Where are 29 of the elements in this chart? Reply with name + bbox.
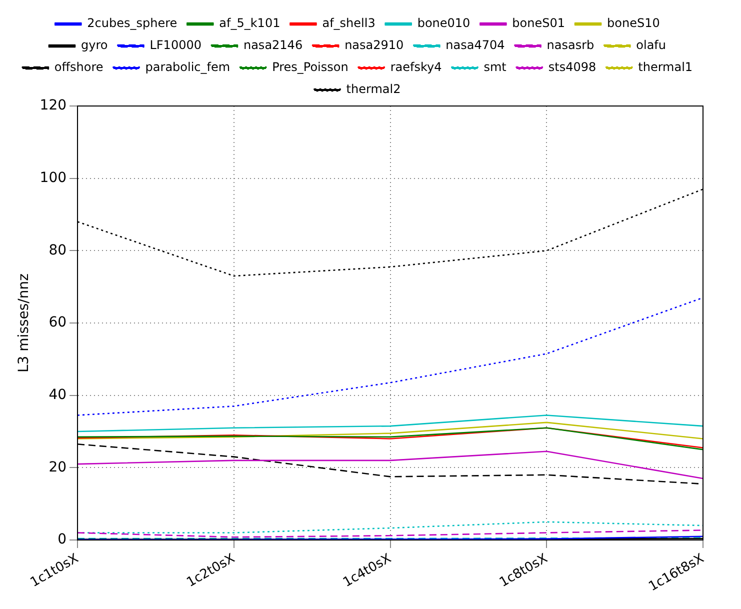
legend-label: boneS10 xyxy=(607,16,660,30)
y-tick-label: 0 xyxy=(58,532,67,548)
legend-label: 2cubes_sphere xyxy=(87,16,178,30)
y-tick-label: 60 xyxy=(48,314,67,331)
legend-label: raefsky4 xyxy=(390,60,442,74)
legend-label: parabolic_fem xyxy=(145,60,230,74)
legend-label: offshore xyxy=(54,60,104,74)
y-axis-title: L3 misses/nnz xyxy=(16,273,32,372)
legend-label: thermal2 xyxy=(346,82,401,96)
legend-label: bone010 xyxy=(417,16,470,30)
legend-label: sts4098 xyxy=(548,60,596,74)
legend-label: af_shell3 xyxy=(322,16,376,30)
legend-label: olafu xyxy=(636,38,666,52)
legend-label: nasasrb xyxy=(546,38,594,52)
legend-label: nasa2146 xyxy=(243,38,303,52)
y-tick-label: 100 xyxy=(40,170,67,186)
legend-label: LF10000 xyxy=(150,38,202,52)
y-tick-label: 80 xyxy=(48,242,67,258)
legend-label: gyro xyxy=(80,38,108,52)
legend-label: af_5_k101 xyxy=(219,16,280,30)
legend-label: smt xyxy=(484,60,507,74)
legend-label: thermal1 xyxy=(638,60,693,74)
legend-label: nasa2910 xyxy=(344,38,404,52)
legend-label: nasa4704 xyxy=(446,38,505,52)
legend-label: boneS01 xyxy=(512,16,566,30)
y-tick-label: 40 xyxy=(48,386,67,403)
y-tick-label: 20 xyxy=(48,459,67,476)
y-tick-label: 120 xyxy=(40,98,67,114)
legend-label: Pres_Poisson xyxy=(272,60,348,74)
